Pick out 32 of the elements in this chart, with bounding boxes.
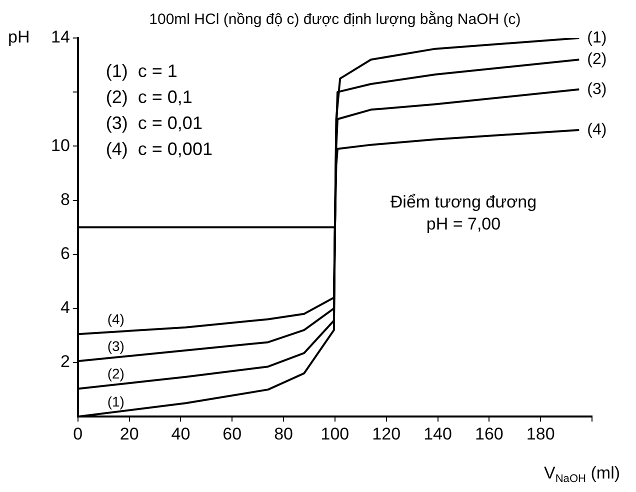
annotation: pH = 7,00 (426, 214, 501, 234)
y-tick-label: 6 (60, 244, 70, 264)
y-tick-label: 4 (60, 298, 70, 318)
annotation: (3) c = 0,01 (106, 112, 202, 133)
y-tick-label: 2 (60, 352, 70, 372)
x-tick-label: 60 (222, 424, 242, 444)
text: (3) (587, 80, 607, 98)
x-tick-label: 180 (526, 424, 555, 444)
x-tick-label: 0 (73, 424, 83, 444)
series-label: (2) (107, 366, 124, 382)
annotation: Điểm tương đương (390, 192, 537, 212)
y-axis-title: pH (8, 28, 30, 47)
x-tick-label: 160 (474, 424, 504, 444)
text: (2) (587, 51, 607, 68)
x-tick-label: 120 (372, 424, 401, 444)
x-tick-label: 80 (274, 424, 294, 444)
series-label: (1) (107, 393, 124, 410)
annotation: (4) c = 0,001 (106, 138, 212, 159)
annotation: (2) c = 0,1 (106, 86, 192, 107)
series-label: (3) (107, 338, 124, 354)
text: (4) (587, 121, 607, 138)
x-tick-label: 100 (320, 424, 350, 444)
y-tick-label: 10 (50, 136, 70, 155)
text: (1) (587, 29, 607, 46)
y-tick-label: 8 (60, 190, 70, 209)
series-label: (4) (107, 310, 124, 327)
chart-title: 100ml HCl (nồng độ c) được định lượng bằng NaOH (c) (149, 10, 521, 28)
y-tick-label: 14 (50, 28, 70, 47)
annotation: (1) c = 1 (106, 60, 178, 81)
x-tick-label: 140 (424, 424, 452, 444)
x-tick-label: 20 (120, 424, 139, 444)
x-tick-label: 40 (171, 424, 190, 444)
